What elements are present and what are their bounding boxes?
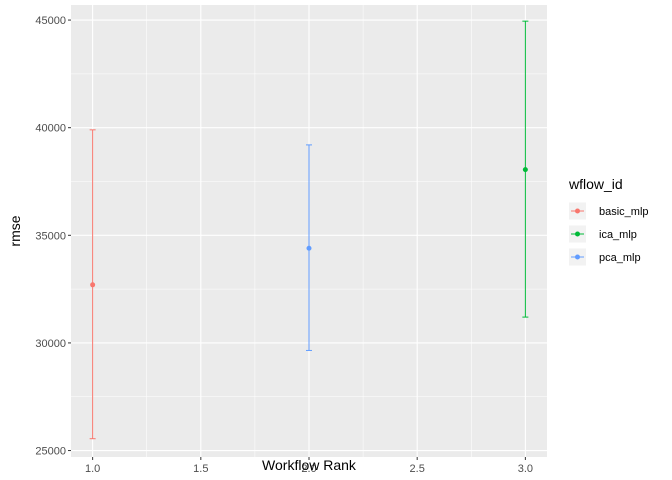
legend-label-basic_mlp: basic_mlp — [599, 206, 649, 218]
y-tick-label: 35000 — [35, 230, 66, 242]
x-tick-label: 1.0 — [85, 463, 100, 475]
y-tick-label: 40000 — [35, 123, 66, 135]
series-basic_mlp — [89, 129, 96, 440]
x-axis-title: Workflow Rank — [262, 457, 357, 473]
legend-label-ica_mlp: ica_mlp — [599, 229, 637, 241]
point-ica_mlp — [522, 167, 528, 173]
legend-item-pca_mlp: pca_mlp — [569, 248, 641, 266]
legend-title: wflow_id — [568, 176, 623, 192]
x-axis: 1.0 1.5 2.0 2.5 3.0 — [85, 457, 533, 475]
x-tick-label: 3.0 — [518, 463, 533, 475]
legend-item-basic_mlp: basic_mlp — [569, 202, 649, 220]
y-tick-label: 25000 — [35, 446, 66, 458]
legend: wflow_id basic_mlp ica_mlp pca_mlp — [568, 176, 649, 266]
series-ica_mlp — [522, 20, 529, 318]
point-basic_mlp — [90, 282, 96, 288]
y-tick-label: 30000 — [35, 338, 66, 350]
y-axis: 25000 30000 35000 40000 45000 — [35, 15, 71, 458]
legend-point-ica_mlp — [575, 231, 580, 237]
x-tick-label: 1.5 — [193, 463, 208, 475]
legend-point-basic_mlp — [575, 208, 580, 214]
y-axis-title: rmse — [7, 215, 23, 246]
legend-label-pca_mlp: pca_mlp — [599, 252, 641, 264]
data-marks — [89, 20, 529, 440]
series-pca_mlp — [306, 144, 312, 351]
x-tick-label: 2.5 — [410, 463, 425, 475]
y-tick-label: 45000 — [35, 15, 66, 27]
legend-point-pca_mlp — [575, 254, 580, 260]
x-tick-label: 2.0 — [301, 463, 316, 475]
point-pca_mlp — [306, 245, 312, 251]
legend-item-ica_mlp: ica_mlp — [569, 225, 637, 243]
